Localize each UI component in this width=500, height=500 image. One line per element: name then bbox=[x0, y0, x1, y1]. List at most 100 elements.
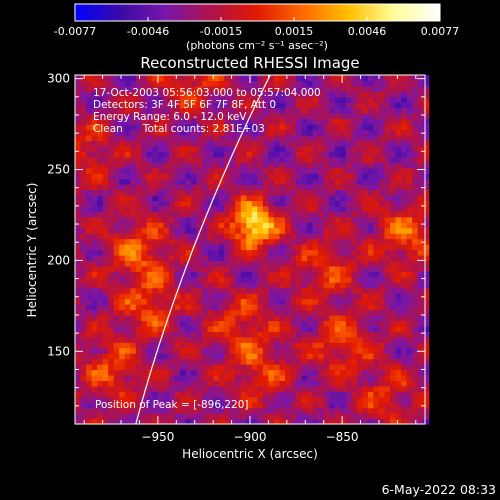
heatmap-cell bbox=[102, 233, 109, 240]
heatmap-cell bbox=[141, 265, 148, 272]
heatmap-cell bbox=[235, 80, 242, 87]
heatmap-cell bbox=[307, 91, 314, 98]
heatmap-cell bbox=[356, 314, 363, 321]
heatmap-cell bbox=[384, 178, 391, 185]
heatmap-cell bbox=[124, 358, 131, 365]
heatmap-cell bbox=[318, 358, 325, 365]
heatmap-cell bbox=[318, 140, 325, 147]
heatmap-cell bbox=[262, 314, 270, 321]
heatmap-cell bbox=[395, 238, 402, 245]
heatmap-cell bbox=[373, 282, 380, 289]
heatmap-cell bbox=[80, 145, 87, 152]
heatmap-cell bbox=[168, 96, 176, 103]
heatmap-cell bbox=[318, 282, 325, 289]
heatmap-cell bbox=[318, 320, 325, 327]
heatmap-cell bbox=[119, 402, 126, 409]
heatmap-cell bbox=[345, 238, 352, 245]
heatmap-cell bbox=[406, 233, 413, 240]
heatmap-cell bbox=[351, 358, 358, 365]
heatmap-cell bbox=[290, 200, 297, 207]
heatmap-cell bbox=[207, 298, 214, 305]
heatmap-cell bbox=[202, 309, 209, 316]
heatmap-cell bbox=[168, 80, 176, 87]
heatmap-cell bbox=[185, 380, 192, 387]
heatmap-cell bbox=[334, 211, 341, 218]
heatmap-cell bbox=[86, 407, 93, 414]
heatmap-cell bbox=[246, 320, 253, 327]
heatmap-cell bbox=[75, 200, 82, 207]
heatmap-cell bbox=[185, 385, 192, 392]
heatmap-cell bbox=[240, 173, 247, 180]
heatmap-cell bbox=[141, 178, 148, 185]
heatmap-cell bbox=[285, 216, 292, 223]
heatmap-cell bbox=[196, 173, 203, 180]
heatmap-cell bbox=[329, 396, 336, 403]
heatmap-cell bbox=[345, 200, 352, 207]
heatmap-cell bbox=[334, 238, 341, 245]
heatmap-cell bbox=[119, 364, 126, 371]
heatmap-cell bbox=[141, 293, 148, 300]
heatmap-cell bbox=[273, 358, 281, 365]
heatmap-cell bbox=[108, 320, 115, 327]
heatmap-cell bbox=[373, 145, 380, 152]
heatmap-cell bbox=[191, 380, 198, 387]
heatmap-cell bbox=[323, 151, 330, 158]
heatmap-cell bbox=[130, 271, 137, 278]
heatmap-cell bbox=[218, 118, 225, 125]
heatmap-cell bbox=[102, 151, 109, 158]
heatmap-cell bbox=[340, 418, 347, 425]
heatmap-cell bbox=[290, 102, 297, 109]
heatmap-cell bbox=[340, 271, 347, 278]
heatmap-cell bbox=[80, 162, 87, 169]
heatmap-cell bbox=[207, 102, 214, 109]
heatmap-cell bbox=[340, 233, 347, 240]
heatmap-cell bbox=[301, 331, 308, 338]
heatmap-cell bbox=[108, 129, 115, 136]
heatmap-cell bbox=[345, 91, 352, 98]
heatmap-cell bbox=[373, 336, 380, 343]
heatmap-cell bbox=[196, 156, 203, 163]
heatmap-cell bbox=[135, 364, 142, 371]
heatmap-cell bbox=[130, 325, 137, 332]
heatmap-cell bbox=[285, 353, 292, 360]
heatmap-cell bbox=[130, 189, 137, 196]
heatmap-cell bbox=[273, 96, 281, 103]
heatmap-cell bbox=[323, 396, 330, 403]
heatmap-cell bbox=[191, 156, 198, 163]
heatmap-cell bbox=[290, 293, 297, 300]
heatmap-cell bbox=[423, 385, 430, 392]
heatmap-cell bbox=[135, 336, 142, 343]
heatmap-cell bbox=[229, 211, 236, 218]
heatmap-cell bbox=[395, 314, 402, 321]
heatmap-cell bbox=[224, 287, 231, 294]
heatmap-cell bbox=[246, 374, 253, 381]
heatmap-cell bbox=[108, 85, 115, 92]
heatmap-cell bbox=[202, 102, 209, 109]
heatmap-cell bbox=[229, 238, 236, 245]
heatmap-cell bbox=[417, 293, 424, 300]
heatmap-cell bbox=[135, 162, 142, 169]
heatmap-cell bbox=[367, 244, 375, 251]
heatmap-cell bbox=[390, 298, 397, 305]
heatmap-cell bbox=[218, 374, 225, 381]
heatmap-cell bbox=[296, 254, 303, 261]
heatmap-cell bbox=[91, 309, 98, 316]
heatmap-cell bbox=[307, 113, 314, 120]
heatmap-cell bbox=[318, 402, 325, 409]
heatmap-cell bbox=[163, 173, 170, 180]
heatmap-cell bbox=[329, 287, 336, 294]
heatmap-cell bbox=[191, 391, 198, 398]
heatmap-cell bbox=[113, 211, 120, 218]
heatmap-cell bbox=[91, 314, 98, 321]
heatmap-cell bbox=[373, 167, 380, 174]
heatmap-cell bbox=[174, 91, 181, 98]
heatmap-cell bbox=[119, 287, 126, 294]
heatmap-cell bbox=[406, 271, 413, 278]
heatmap-cell bbox=[412, 396, 419, 403]
heatmap-cell bbox=[113, 309, 120, 316]
heatmap-cell bbox=[378, 325, 386, 332]
heatmap-cell bbox=[334, 200, 341, 207]
heatmap-cell bbox=[174, 145, 181, 152]
heatmap-cell bbox=[97, 336, 104, 343]
heatmap-cell bbox=[174, 216, 181, 223]
